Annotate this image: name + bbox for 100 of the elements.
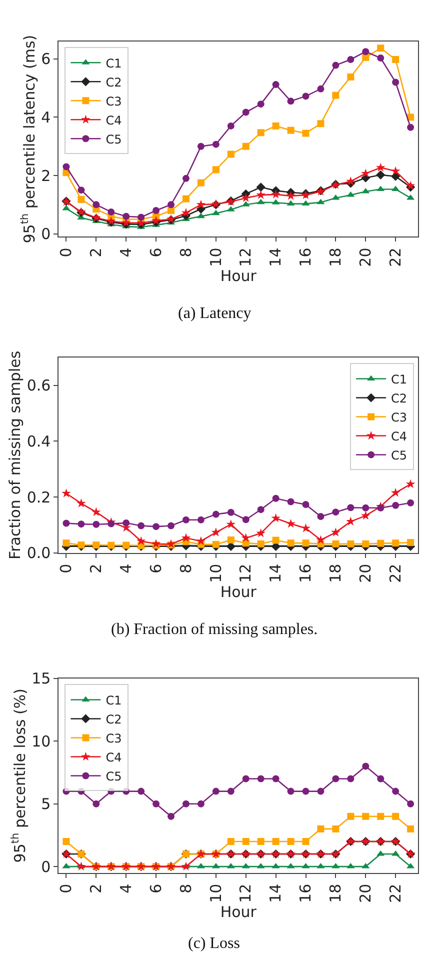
point — [376, 162, 386, 172]
x-tick-label: 20 — [356, 248, 375, 267]
point — [166, 539, 176, 548]
x-tick-label: 20 — [356, 564, 375, 583]
point — [108, 520, 115, 528]
point — [317, 513, 324, 520]
x-tick-label: 6 — [146, 884, 165, 894]
point — [392, 502, 400, 509]
legend-label: C4 — [106, 113, 122, 128]
legend-label: C5 — [106, 769, 122, 784]
point — [212, 510, 220, 518]
x-tick-label: 18 — [326, 884, 345, 903]
point — [272, 81, 280, 88]
point — [302, 92, 310, 100]
point — [287, 540, 294, 547]
point — [168, 201, 175, 208]
point — [138, 788, 145, 795]
point — [376, 170, 386, 180]
point — [302, 501, 310, 508]
point — [136, 536, 146, 546]
point — [108, 208, 115, 216]
legend-label: C2 — [391, 391, 408, 406]
point — [197, 179, 204, 186]
x-tick-label: 14 — [266, 884, 285, 903]
x-tick-label: 4 — [116, 884, 135, 894]
point — [226, 519, 236, 528]
point — [302, 130, 310, 137]
point — [272, 838, 280, 845]
point — [271, 190, 280, 198]
point — [332, 825, 340, 832]
point — [316, 198, 325, 204]
point — [316, 535, 326, 544]
point — [152, 206, 160, 214]
x-tick-label: 0 — [57, 248, 76, 258]
x-tick-label: 10 — [206, 884, 225, 903]
point — [92, 201, 100, 208]
point — [287, 838, 294, 845]
x-tick-label: 18 — [326, 564, 345, 583]
point — [332, 775, 340, 782]
point — [406, 194, 415, 200]
x-tick-label: 8 — [176, 564, 195, 574]
point — [197, 142, 204, 150]
legend-label: C1 — [391, 372, 408, 386]
point — [377, 812, 384, 820]
point — [138, 522, 145, 530]
point — [227, 788, 234, 795]
point — [346, 516, 356, 526]
point — [197, 516, 204, 524]
point — [182, 516, 190, 524]
x-tick-label: 6 — [146, 564, 165, 574]
point — [272, 494, 280, 502]
point — [272, 775, 280, 782]
x-axis-title: Hour — [220, 582, 258, 601]
point — [392, 540, 400, 547]
point — [317, 85, 324, 92]
point — [332, 62, 340, 69]
point — [331, 528, 340, 536]
x-tick-label: 10 — [206, 248, 225, 267]
point — [302, 200, 310, 206]
point — [168, 812, 175, 820]
point — [360, 510, 370, 520]
point — [332, 508, 340, 516]
point — [347, 812, 354, 820]
point — [122, 519, 130, 526]
point — [377, 44, 384, 52]
point — [392, 56, 400, 63]
point — [62, 204, 70, 210]
y-tick-label: 2 — [41, 166, 51, 185]
point — [211, 528, 221, 536]
x-tick-label: 12 — [236, 564, 255, 583]
point — [317, 825, 324, 832]
x-tick-label: 4 — [116, 564, 135, 574]
text: (c) Loss — [188, 935, 240, 952]
point — [212, 166, 220, 174]
point — [362, 812, 370, 820]
point — [272, 536, 280, 544]
point — [181, 208, 191, 217]
x-tick-label: 22 — [386, 248, 404, 267]
x-tick-label: 22 — [386, 884, 404, 903]
y-tick-label: 0 — [41, 225, 51, 244]
point — [302, 788, 310, 795]
y-axis-title: Fraction of missing samples — [6, 350, 24, 560]
point — [301, 523, 310, 532]
point — [287, 98, 294, 105]
x-tick-label: 22 — [386, 564, 404, 583]
legend-label: C1 — [106, 56, 122, 70]
x-tick-label: 2 — [87, 248, 106, 258]
point — [242, 838, 250, 845]
point — [212, 788, 220, 795]
point — [62, 163, 70, 170]
point — [227, 150, 234, 158]
point — [92, 507, 101, 516]
legend-label: C2 — [106, 712, 122, 726]
y-tick-label: 0.2 — [26, 488, 51, 506]
point — [360, 168, 370, 178]
point — [317, 120, 324, 128]
point — [362, 54, 370, 61]
x-tick-label: 2 — [87, 884, 106, 894]
y-tick-label: 4 — [41, 108, 51, 126]
point — [196, 200, 206, 209]
